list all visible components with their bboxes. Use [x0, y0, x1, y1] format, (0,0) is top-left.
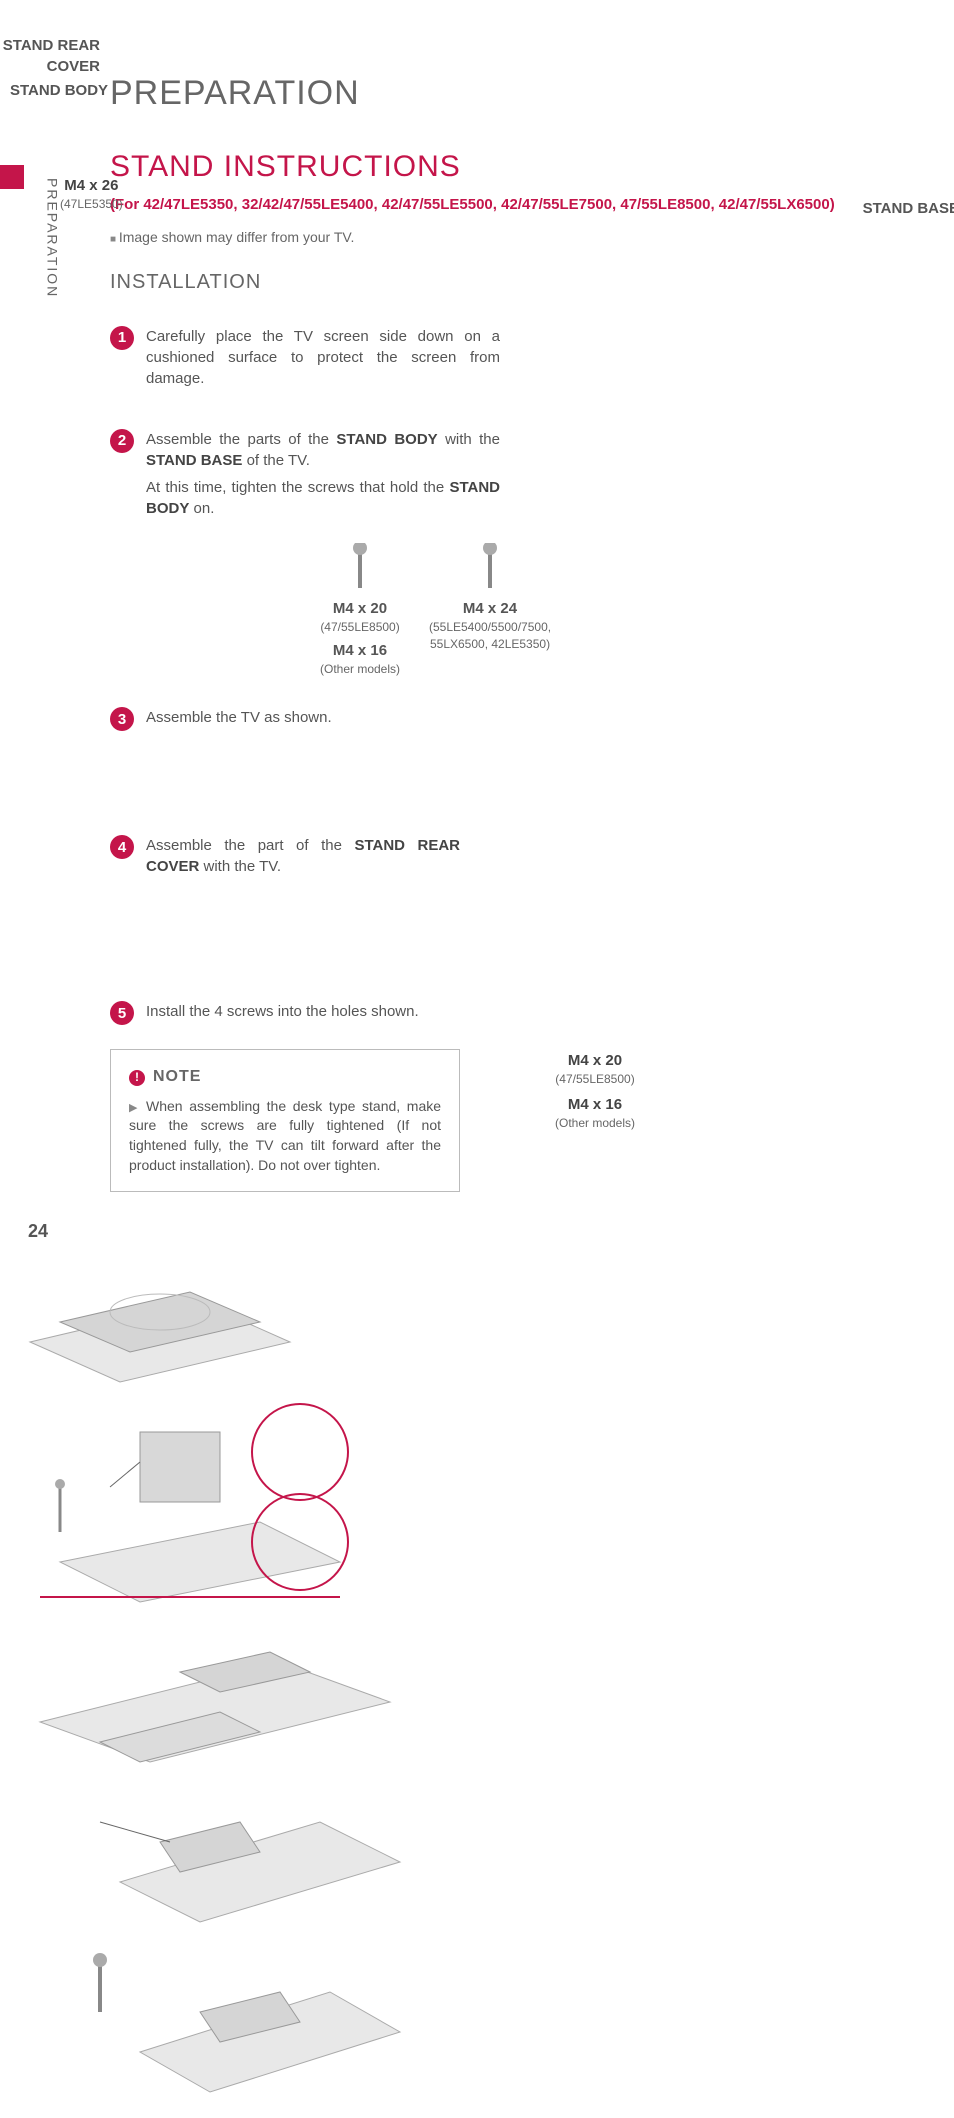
step-3-text: Assemble the TV as shown.	[146, 707, 500, 728]
screw-spec-1: M4 x 20 (47/55LE8500) M4 x 16 (Other mod…	[320, 543, 400, 678]
step-5-screw-specs: M4 x 20 (47/55LE8500) M4 x 16 (Other mod…	[530, 1050, 660, 1132]
diagram-step-3	[0, 1622, 410, 1772]
page-content: PREPARATION STAND INSTRUCTIONS (For 42/4…	[0, 0, 954, 1242]
screw-spec-3-label: M4 x 26	[60, 175, 123, 196]
step-2-text: Assemble the parts of the STAND BODY wit…	[146, 429, 500, 519]
step-1-badge: 1	[110, 326, 134, 350]
screw-icon	[350, 543, 370, 593]
side-accent-tab	[0, 165, 24, 189]
step-2: 2 Assemble the parts of the STAND BODY w…	[110, 429, 500, 519]
disclaimer-text: Image shown may differ from your TV.	[110, 228, 894, 248]
stand-body-label: STAND BODY	[10, 80, 108, 101]
section-title: STAND INSTRUCTIONS	[110, 146, 894, 188]
step-2-badge: 2	[110, 429, 134, 453]
diagram-step-4: STAND REAR COVER	[0, 1772, 410, 1942]
screw-spec-2: M4 x 24 (55LE5400/5500/7500, 55LX6500, 4…	[420, 543, 560, 678]
model-list: (For 42/47LE5350, 32/42/47/55LE5400, 42/…	[110, 194, 894, 217]
page-number: 24	[28, 1219, 48, 1244]
note-text: When assembling the desk type stand, mak…	[129, 1097, 441, 1175]
alert-icon	[129, 1070, 145, 1086]
step-2-screws: M4 x 20 (47/55LE8500) M4 x 16 (Other mod…	[320, 543, 894, 678]
installation-heading: INSTALLATION	[110, 268, 894, 296]
page-title: PREPARATION	[110, 70, 894, 118]
step-5-badge: 5	[110, 1001, 134, 1025]
diagram-step-1	[0, 1242, 310, 1392]
step-1: 1 Carefully place the TV screen side dow…	[110, 326, 500, 389]
screw-icon	[480, 543, 500, 593]
step-4-badge: 4	[110, 835, 134, 859]
step-5: 5 Install the 4 screws into the holes sh…	[110, 1001, 500, 1025]
note-box: NOTE When assembling the desk type stand…	[110, 1049, 460, 1192]
step-3-badge: 3	[110, 707, 134, 731]
step-4: 4 Assemble the part of the STAND REAR CO…	[110, 835, 460, 877]
diagram-step-2: STAND BODY STAND BASE M4 x 26 (47LE5350)	[0, 1392, 380, 1622]
step-3: 3 Assemble the TV as shown.	[110, 707, 500, 731]
stand-rear-cover-label: STAND REAR COVER	[0, 35, 100, 77]
screw-spec-3-models: (47LE5350)	[60, 196, 123, 213]
step-5-text: Install the 4 screws into the holes show…	[146, 1001, 500, 1022]
note-title: NOTE	[153, 1066, 201, 1088]
diagram-step-5	[0, 1942, 410, 2112]
stand-base-label: STAND BASE	[863, 198, 954, 219]
side-section-label: PREPARATION	[42, 178, 62, 298]
step-4-text: Assemble the part of the STAND REAR COVE…	[146, 835, 460, 877]
step-1-text: Carefully place the TV screen side down …	[146, 326, 500, 389]
